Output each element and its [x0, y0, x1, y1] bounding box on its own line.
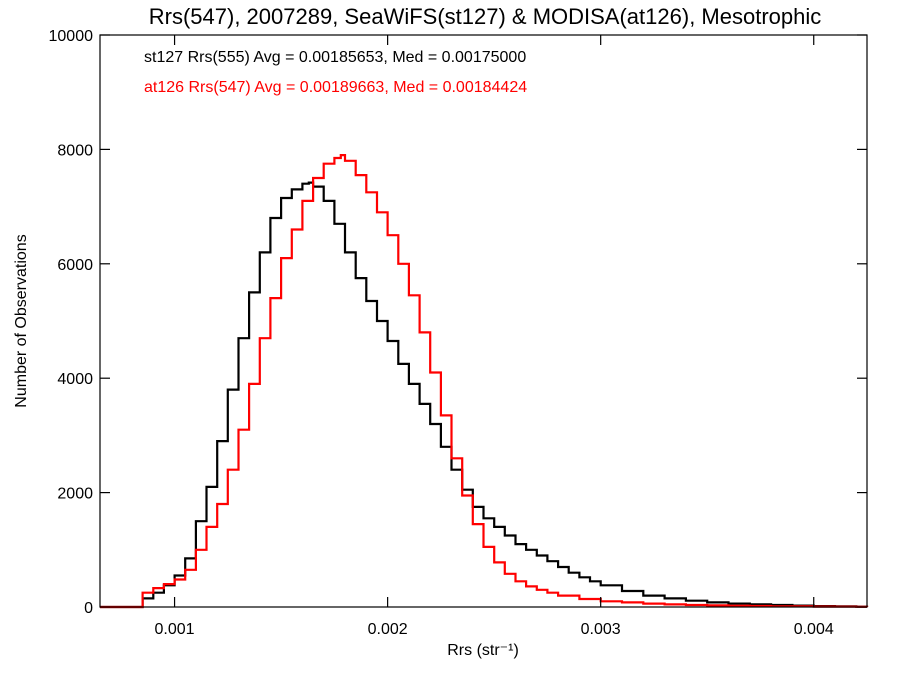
y-tick-label: 6000	[57, 257, 93, 274]
y-tick-label: 8000	[57, 142, 93, 159]
y-tick-label: 10000	[49, 28, 94, 45]
x-tick-label: 0.001	[155, 621, 195, 638]
plot-frame	[99, 34, 868, 608]
y-tick-label: 0	[84, 600, 93, 617]
y-tick-label: 2000	[57, 486, 93, 503]
series-line-st127	[100, 181, 869, 609]
legend-entry-at126: at126 Rrs(547) Avg = 0.00189663, Med = 0…	[144, 79, 527, 96]
legend: st127 Rrs(555) Avg = 0.00185653, Med = 0…	[144, 49, 527, 96]
x-axis-label: Rrs (str⁻¹)	[447, 642, 519, 659]
axis-ticks: 0.001 0.002 0.003 0.004 0 2000 4000 6000 8000 100…	[49, 28, 867, 638]
series-line-at126	[100, 154, 869, 609]
chart-title: Rrs(547), 2007289, SeaWiFS(st127) & MODI…	[149, 4, 822, 29]
x-tick-label: 0.002	[368, 621, 408, 638]
series-layer	[100, 154, 869, 609]
x-tick-label: 0.003	[581, 621, 621, 638]
y-tick-label: 4000	[57, 371, 93, 388]
x-tick-label: 0.004	[794, 621, 834, 638]
legend-entry-st127: st127 Rrs(555) Avg = 0.00185653, Med = 0…	[144, 49, 526, 66]
y-axis-label: Number of Observations	[13, 234, 30, 407]
